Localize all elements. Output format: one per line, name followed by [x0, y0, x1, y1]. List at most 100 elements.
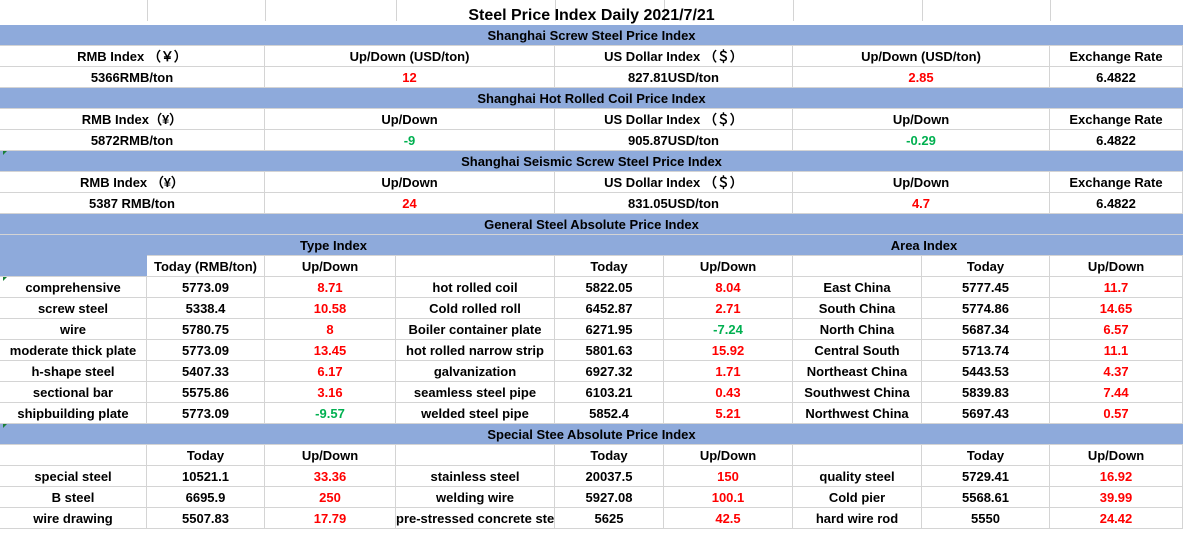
name-cell: Cold rolled roll — [396, 298, 555, 319]
change-cell: 6.17 — [265, 361, 396, 382]
today-cell: 5507.83 — [147, 508, 265, 529]
seismic-rmb-label: RMB Index （¥） — [0, 172, 265, 193]
hotcoil-exchange-value: 6.4822 — [1050, 130, 1183, 151]
seismic-usd-updown-value: 4.7 — [793, 193, 1050, 214]
special-col-today-3: Today — [922, 445, 1050, 466]
name-cell: quality steel — [793, 466, 922, 487]
name-cell: comprehensive — [0, 277, 147, 298]
today-cell: 5625 — [555, 508, 664, 529]
cell-marker — [3, 277, 7, 281]
change-cell: 42.5 — [664, 508, 793, 529]
screw-usd-updown-label: Up/Down (USD/ton) — [793, 46, 1050, 67]
today-cell: 10521.1 — [147, 466, 265, 487]
name-cell: welded steel pipe — [396, 403, 555, 424]
name-cell: North China — [793, 319, 922, 340]
change-cell: 11.1 — [1050, 340, 1183, 361]
table-row: B steel 6695.9 250 welding wire 5927.08 100.1… — [0, 487, 1183, 508]
change-cell: 7.44 — [1050, 382, 1183, 403]
seismic-rmb-value: 5387 RMB/ton — [0, 193, 265, 214]
special-col-updown-3: Up/Down — [1050, 445, 1183, 466]
general-col-today-2: Today — [555, 256, 664, 277]
general-col-today-1: Today (RMB/ton) — [147, 256, 265, 277]
seismic-updown-label: Up/Down — [265, 172, 555, 193]
today-cell: 6927.32 — [555, 361, 664, 382]
hotcoil-updown-value: -9 — [265, 130, 555, 151]
type-index-label: Type Index — [147, 235, 520, 256]
hotcoil-usd-updown-value: -0.29 — [793, 130, 1050, 151]
seismic-exchange-label: Exchange Rate — [1050, 172, 1183, 193]
seismic-values-row: 5387 RMB/ton 24 831.05USD/ton 4.7 6.4822 — [0, 193, 1183, 214]
special-col-blank-2 — [396, 445, 555, 466]
today-cell: 5697.43 — [922, 403, 1050, 424]
today-cell: 5773.09 — [147, 403, 265, 424]
special-col-updown-2: Up/Down — [664, 445, 793, 466]
name-cell: hot rolled coil — [396, 277, 555, 298]
change-cell: -7.24 — [664, 319, 793, 340]
change-cell: 5.21 — [664, 403, 793, 424]
screw-rmb-label: RMB Index （￥） — [0, 46, 265, 67]
today-cell: 6452.87 — [555, 298, 664, 319]
name-cell: wire — [0, 319, 147, 340]
name-cell: seamless steel pipe — [396, 382, 555, 403]
today-cell: 5729.41 — [922, 466, 1050, 487]
name-cell: Cold pier — [793, 487, 922, 508]
today-cell: 5407.33 — [147, 361, 265, 382]
change-cell: 13.45 — [265, 340, 396, 361]
name-cell: galvanization — [396, 361, 555, 382]
name-cell: shipbuilding plate — [0, 403, 147, 424]
special-col-today-1: Today — [147, 445, 265, 466]
today-cell: 5822.05 — [555, 277, 664, 298]
change-cell: 16.92 — [1050, 466, 1183, 487]
today-cell: 5774.86 — [922, 298, 1050, 319]
screw-header-row: Shanghai Screw Steel Price Index — [0, 25, 1183, 46]
hotcoil-rmb-label: RMB Index（¥） — [0, 109, 265, 130]
hotcoil-header-row: Shanghai Hot Rolled Coil Price Index — [0, 88, 1183, 109]
table-row: comprehensive 5773.09 8.71 hot rolled coil 5… — [0, 277, 1183, 298]
today-cell: 5839.83 — [922, 382, 1050, 403]
today-cell: 6695.9 — [147, 487, 265, 508]
title-row: Steel Price Index Daily 2021/7/21 — [0, 4, 1183, 28]
name-cell: Northeast China — [793, 361, 922, 382]
name-cell: welding wire — [396, 487, 555, 508]
name-cell: stainless steel — [396, 466, 555, 487]
special-colheader-row: Today Up/Down Today Up/Down Today Up/Dow… — [0, 445, 1183, 466]
seismic-updown-value: 24 — [265, 193, 555, 214]
hotcoil-usd-updown-label: Up/Down — [793, 109, 1050, 130]
hotcoil-usd-value: 905.87USD/ton — [555, 130, 793, 151]
change-cell: 17.79 — [265, 508, 396, 529]
seismic-exchange-value: 6.4822 — [1050, 193, 1183, 214]
name-cell: Northwest China — [793, 403, 922, 424]
area-index-label: Area Index — [665, 235, 1183, 256]
general-colheader-row: Today (RMB/ton) Up/Down Today Up/Down To… — [0, 256, 1183, 277]
screw-values-row: 5366RMB/ton 12 827.81USD/ton 2.85 6.4822 — [0, 67, 1183, 88]
general-col-blank-2 — [396, 256, 555, 277]
table-row: shipbuilding plate 5773.09 -9.57 welded ste… — [0, 403, 1183, 424]
special-col-today-2: Today — [555, 445, 664, 466]
change-cell: 11.7 — [1050, 277, 1183, 298]
general-col-updown-2: Up/Down — [664, 256, 793, 277]
table-row: sectional bar 5575.86 3.16 seamless steel p… — [0, 382, 1183, 403]
today-cell: 6103.21 — [555, 382, 664, 403]
table-row: h-shape steel 5407.33 6.17 galvanization 692… — [0, 361, 1183, 382]
hotcoil-section-header: Shanghai Hot Rolled Coil Price Index — [0, 88, 1183, 109]
hotcoil-exchange-label: Exchange Rate — [1050, 109, 1183, 130]
screw-usd-value: 827.81USD/ton — [555, 67, 793, 88]
change-cell: 6.57 — [1050, 319, 1183, 340]
change-cell: 8.04 — [664, 277, 793, 298]
hotcoil-rmb-value: 5872RMB/ton — [0, 130, 265, 151]
general-subheader-spacer — [520, 235, 665, 256]
general-corner-cell — [0, 235, 147, 277]
today-cell: 5443.53 — [922, 361, 1050, 382]
change-cell: 150 — [664, 466, 793, 487]
screw-usd-label: US Dollar Index （＄） — [555, 46, 793, 67]
screw-updown-value: 12 — [265, 67, 555, 88]
table-row: special steel 10521.1 33.36 stainless steel… — [0, 466, 1183, 487]
seismic-header-row: Shanghai Seismic Screw Steel Price Index — [0, 151, 1183, 172]
special-header-row: Special Stee Absolute Price Index — [0, 424, 1183, 445]
change-cell: 2.71 — [664, 298, 793, 319]
screw-updown-label: Up/Down (USD/ton) — [265, 46, 555, 67]
table-row: wire drawing 5507.83 17.79 pre-stressed con… — [0, 508, 1183, 529]
change-cell: 14.65 — [1050, 298, 1183, 319]
general-section-header: General Steel Absolute Price Index — [0, 214, 1183, 235]
name-cell: wire drawing — [0, 508, 147, 529]
